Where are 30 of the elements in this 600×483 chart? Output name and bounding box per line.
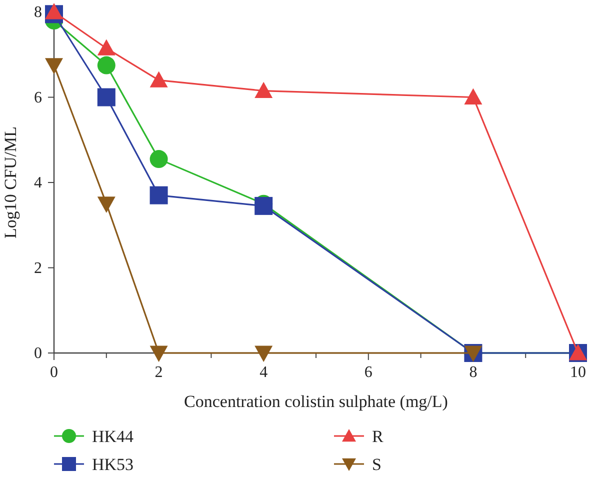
point — [97, 39, 116, 56]
legend-label: HK44 — [92, 427, 134, 446]
point — [45, 3, 63, 20]
legend-label: R — [372, 427, 384, 446]
y-tick-label: 0 — [34, 345, 42, 362]
point — [254, 346, 273, 362]
point — [97, 56, 116, 74]
point — [464, 88, 482, 104]
x-tick-label: 8 — [469, 364, 478, 381]
legend-label: HK53 — [92, 455, 134, 474]
legend-label: S — [372, 455, 382, 474]
point — [97, 88, 116, 106]
point — [254, 82, 273, 98]
y-tick-label: 8 — [34, 4, 42, 21]
y-axis-title: Log10 CFU/ML — [1, 126, 20, 238]
y-tick-label: 2 — [34, 260, 42, 277]
point — [150, 150, 168, 168]
x-tick-label: 2 — [154, 364, 163, 381]
point — [150, 346, 168, 362]
y-tick-label: 4 — [34, 174, 42, 192]
point — [97, 196, 116, 213]
point — [150, 71, 168, 88]
y-tick-label: 6 — [34, 89, 42, 106]
x-axis-title: Concentration colistin sulphate (mg/L) — [184, 392, 448, 411]
x-tick-label: 10 — [570, 364, 586, 381]
x-tick-label: 4 — [260, 364, 268, 381]
x-tick-label: 6 — [364, 364, 372, 381]
point — [45, 58, 63, 74]
point — [150, 186, 168, 204]
x-tick-label: 0 — [50, 364, 58, 381]
